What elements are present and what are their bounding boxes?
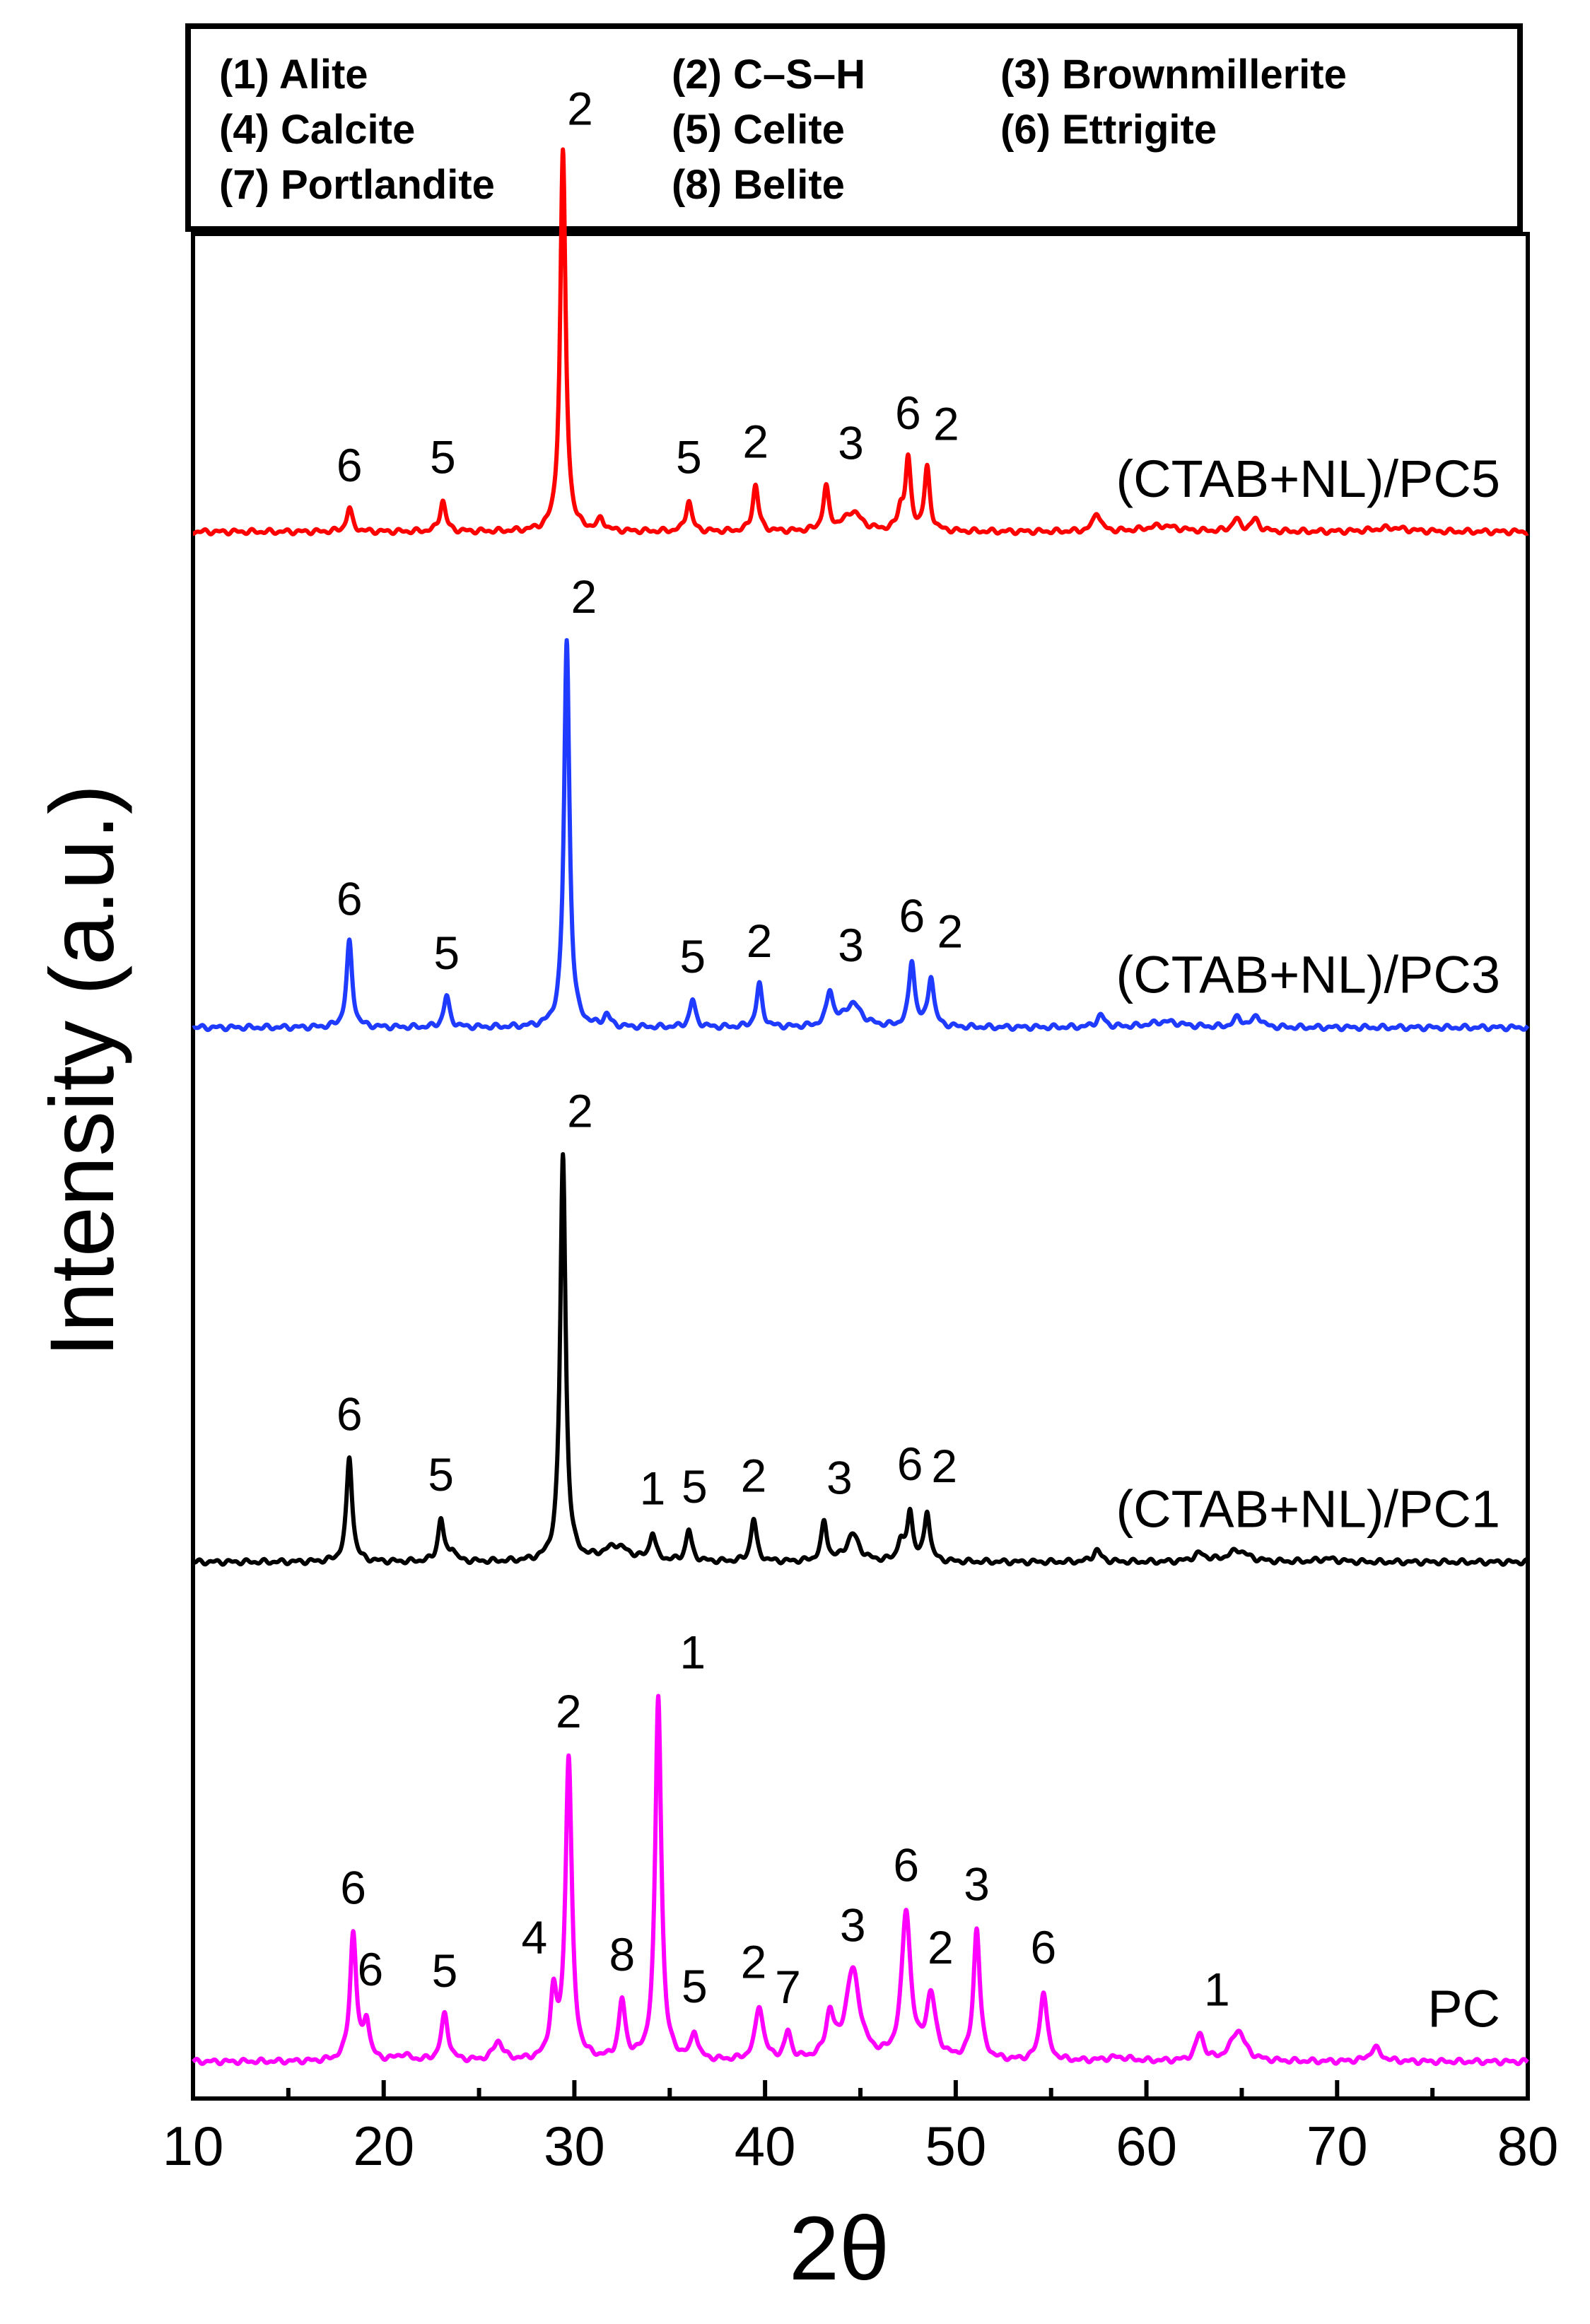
series-name-label: (CTAB+NL)/PC5 <box>1116 450 1500 508</box>
series-name-label: PC <box>1427 1980 1500 2038</box>
plot-frame <box>191 232 1530 2101</box>
x-tick-label: 70 <box>1307 2115 1368 2177</box>
peak-label: 3 <box>826 1452 853 1504</box>
x-tick-label: 60 <box>1116 2115 1177 2177</box>
peak-label: 2 <box>937 905 963 957</box>
legend-entry-7: (7) Portlandite <box>219 162 495 208</box>
x-tick-label: 40 <box>735 2115 796 2177</box>
peak-label: 5 <box>430 431 456 483</box>
series-line-3 <box>191 1694 1530 2067</box>
legend-entry-2: (2) C–S–H <box>672 52 865 98</box>
peak-label: 2 <box>556 1685 582 1737</box>
peak-label: 6 <box>893 1838 919 1891</box>
peak-label: 2 <box>567 1084 593 1137</box>
x-axis-ticks: 10 20 30 40 50 60 70 80 <box>163 2080 1559 2177</box>
legend: (1) Alite (2) C–S–H (3) Brownmillerite (4) … <box>219 52 1347 208</box>
peak-label: 2 <box>741 1449 767 1501</box>
x-tick-label: 50 <box>925 2115 986 2177</box>
series-line-1 <box>191 638 1530 1033</box>
legend-entry-5: (5) Celite <box>672 107 845 153</box>
peak-label: 5 <box>679 930 706 982</box>
peak-label: 6 <box>897 1438 923 1490</box>
peak-label: 3 <box>840 1899 866 1952</box>
legend-entry-8: (8) Belite <box>672 162 845 208</box>
series-name-label: (CTAB+NL)/PC3 <box>1116 945 1500 1004</box>
series-name-label: (CTAB+NL)/PC1 <box>1116 1480 1500 1539</box>
peak-label: 3 <box>838 416 864 469</box>
y-axis-title: Intensity (a.u.) <box>32 785 133 1358</box>
legend-entry-6: (6) Ettrigite <box>1000 107 1217 153</box>
peak-label: 6 <box>340 1862 366 1914</box>
peak-label: 3 <box>964 1858 990 1910</box>
peak-label: 6 <box>337 439 363 491</box>
peak-label: 2 <box>933 397 959 450</box>
x-tick-label: 80 <box>1497 2115 1559 2177</box>
peak-label: 4 <box>521 1911 547 1964</box>
peak-label: 6 <box>357 1943 383 1995</box>
peak-label: 5 <box>432 1944 458 1997</box>
legend-entry-1: (1) Alite <box>219 52 368 98</box>
peak-label: 5 <box>676 430 702 483</box>
peak-label: 1 <box>1204 1964 1230 2016</box>
peak-label: 2 <box>741 1935 767 1988</box>
peak-label: 6 <box>899 890 925 942</box>
peak-label: 6 <box>337 873 363 925</box>
x-axis-title: 2θ <box>789 2198 889 2299</box>
peak-label: 8 <box>609 1928 636 1980</box>
peak-label: 6 <box>337 1387 363 1440</box>
peak-label: 1 <box>679 1626 706 1678</box>
series-line-0 <box>191 147 1530 536</box>
peak-label: 2 <box>567 83 593 135</box>
legend-entry-3: (3) Brownmillerite <box>1000 52 1347 98</box>
peak-label: 2 <box>571 570 597 623</box>
peak-label: 2 <box>747 915 773 967</box>
peak-label: 2 <box>742 415 768 467</box>
legend-entry-4: (4) Calcite <box>219 107 415 153</box>
legend-box <box>185 23 1523 232</box>
peak-label: 6 <box>895 387 921 439</box>
peak-label: 3 <box>838 919 864 971</box>
series-line-2 <box>191 1152 1530 1567</box>
peak-label: 2 <box>931 1440 957 1492</box>
x-tick-label: 20 <box>353 2115 414 2177</box>
peak-label: 1 <box>640 1462 666 1515</box>
peak-label: 5 <box>433 927 460 979</box>
peak-label: 5 <box>428 1448 454 1501</box>
peak-label: 5 <box>682 1460 708 1513</box>
x-tick-label: 30 <box>544 2115 605 2177</box>
series-layer <box>191 147 1530 2067</box>
peak-label: 7 <box>775 1961 801 2013</box>
peak-label: 2 <box>928 1921 954 1973</box>
x-tick-label: 10 <box>163 2115 224 2177</box>
peak-label: 5 <box>682 1960 708 2012</box>
peak-label: 6 <box>1031 1921 1057 1973</box>
